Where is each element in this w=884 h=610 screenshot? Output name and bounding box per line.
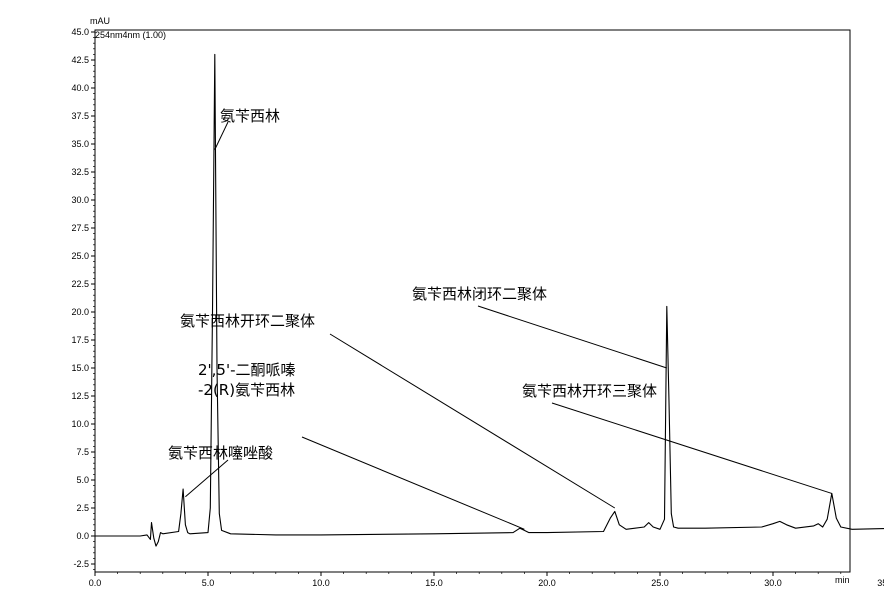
y-tick-label: 7.5 — [76, 447, 89, 457]
annotation-label: 氨苄西林噻唑酸 — [168, 444, 273, 462]
y-tick-label: 35.0 — [71, 139, 89, 149]
y-tick-label: -2.5 — [73, 559, 89, 569]
axis-ticks: -2.50.02.55.07.510.012.515.017.520.022.5… — [71, 27, 884, 588]
y-tick-label: 15.0 — [71, 363, 89, 373]
annotation-leader-line — [185, 459, 229, 498]
y-tick-label: 10.0 — [71, 419, 89, 429]
annotation-leader-line — [214, 121, 229, 150]
y-tick-label: 42.5 — [71, 55, 89, 65]
x-tick-label: 0.0 — [89, 578, 102, 588]
y-tick-label: 40.0 — [71, 83, 89, 93]
x-tick-label: 15.0 — [425, 578, 443, 588]
x-tick-label: 30.0 — [764, 578, 782, 588]
y-tick-label: 32.5 — [71, 167, 89, 177]
annotation-label: 2',5'-二酮哌嗪 — [198, 361, 296, 379]
x-tick-label: 35.0 — [877, 578, 884, 588]
y-tick-label: 30.0 — [71, 195, 89, 205]
y-unit-label: mAU — [90, 16, 110, 26]
annotation-label: 氨苄西林开环三聚体 — [522, 382, 657, 400]
y-tick-label: 22.5 — [71, 279, 89, 289]
x-unit-label: min — [835, 575, 850, 585]
annotation-label: 氨苄西林开环二聚体 — [180, 312, 315, 330]
annotation-label: -2(R)氨苄西林 — [198, 381, 295, 399]
y-tick-label: 17.5 — [71, 335, 89, 345]
y-tick-label: 5.0 — [76, 475, 89, 485]
annotation-leader-line — [477, 305, 667, 369]
y-tick-label: 25.0 — [71, 251, 89, 261]
y-tick-label: 0.0 — [76, 531, 89, 541]
x-tick-label: 10.0 — [312, 578, 330, 588]
y-tick-label: 45.0 — [71, 27, 89, 37]
annotation-leader-line — [301, 436, 525, 530]
annotation-leader-line — [329, 333, 616, 509]
series-layer — [95, 53, 884, 547]
x-tick-label: 5.0 — [202, 578, 215, 588]
y-tick-label: 2.5 — [76, 503, 89, 513]
y-tick-label: 20.0 — [71, 307, 89, 317]
y-tick-label: 12.5 — [71, 391, 89, 401]
y-tick-label: 37.5 — [71, 111, 89, 121]
annotation-label: 氨苄西林 — [220, 107, 280, 125]
annotation-leader-line — [551, 402, 832, 494]
x-tick-label: 25.0 — [651, 578, 669, 588]
annotation-label: 氨苄西林闭环二聚体 — [412, 285, 547, 303]
chromatogram-trace — [95, 53, 884, 547]
channel-label: 254nm4nm (1.00) — [95, 30, 166, 40]
y-tick-label: 27.5 — [71, 223, 89, 233]
x-tick-label: 20.0 — [538, 578, 556, 588]
